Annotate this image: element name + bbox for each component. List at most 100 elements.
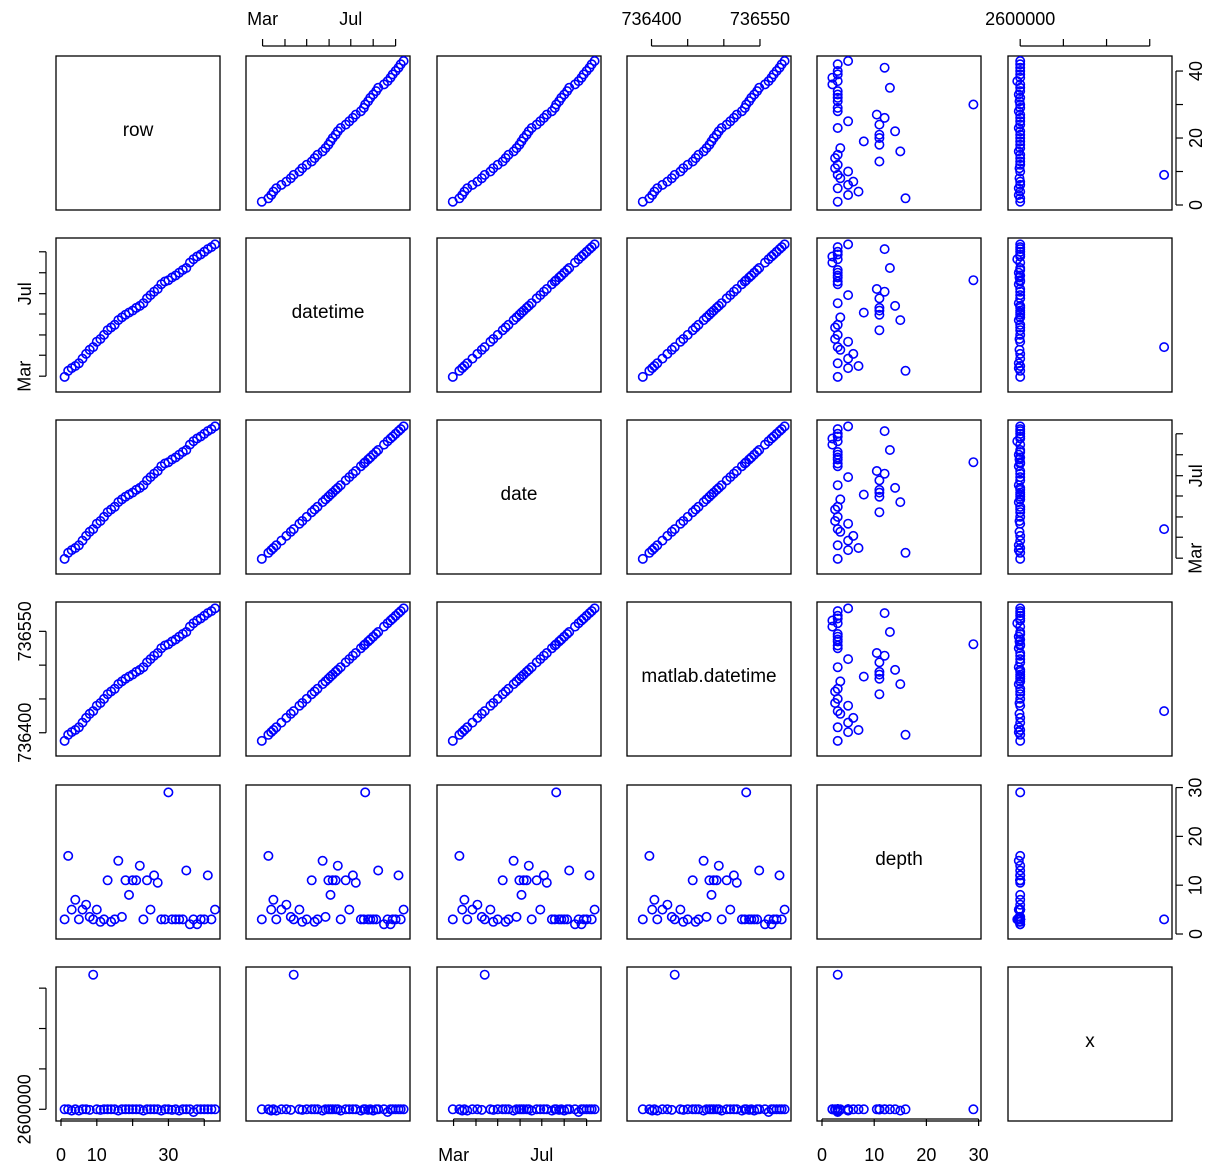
data-point [358,914,369,925]
data-point [1013,855,1024,866]
panel-frame [816,784,982,940]
data-point [467,1104,478,1115]
bottom-axis-date: Mar Jul [438,1118,588,1165]
data-point [177,914,188,925]
data-point [309,686,320,697]
data-point [779,421,790,432]
data-point [1159,914,1170,925]
tick-label: 30 [1186,778,1206,798]
data-point [832,270,843,281]
data-point [848,348,859,359]
tick-label: 10 [87,1145,107,1165]
data-point [344,904,355,915]
data-point [163,1104,174,1115]
data-point [81,899,92,910]
data-point [195,914,206,925]
data-point [479,706,490,717]
data-point [874,309,885,320]
data-point [835,344,846,355]
data-point [1015,290,1026,301]
data-point [538,650,549,661]
data-point [637,371,648,382]
data-point [398,603,409,614]
data-point [637,914,648,925]
data-point [526,914,537,925]
panel-date-vs-x [1007,419,1173,575]
tick-label: 20 [1186,128,1206,148]
data-point [832,371,843,382]
data-point [874,673,885,684]
data-point [746,452,757,463]
data-point [832,246,843,257]
data-point [669,969,680,980]
data-point [1015,654,1026,665]
data-point [256,735,267,746]
data-point [675,336,686,347]
panel-matlab-datetime-vs-date [436,601,602,757]
data-point [832,553,843,564]
panel-row-vs-depth [816,55,982,211]
panels: row datetime date matlab.datetime depth x [55,55,1173,1122]
variable-label-row: row [123,120,154,141]
left-axis-datetime: Mar Jul [15,251,47,392]
data-point [281,899,292,910]
data-point [1015,899,1026,910]
data-point [871,465,882,476]
data-point [879,244,890,255]
data-point [320,1104,331,1115]
data-point [317,855,328,866]
panel-datetime-vs-depth [816,237,982,393]
data-point [1015,904,1026,915]
data-point [459,360,470,371]
data-point [167,1104,178,1115]
data-point [858,307,869,318]
data-point [776,424,787,435]
data-point [294,518,305,529]
data-point [1159,342,1170,353]
data-point [832,86,843,97]
data-point [853,724,864,735]
data-point [669,524,680,535]
data-point [874,119,885,130]
data-point [708,875,719,886]
panel-date-vs-date: date [436,419,602,575]
data-point [832,92,843,103]
data-point [325,889,336,900]
data-point [879,608,890,619]
panel-frame [436,966,602,1122]
panel-frame [55,419,221,575]
data-point [66,904,77,915]
tick-label: Mar [438,1145,469,1165]
variable-label-datetime: datetime [292,302,365,323]
data-point [320,911,331,922]
data-point [874,293,885,304]
data-point [523,860,534,871]
data-point [890,1104,901,1115]
data-point [459,724,470,735]
data-point [472,1104,483,1115]
top-axis-matlab-datetime: 736400 736550 [621,9,790,47]
data-point [698,315,709,326]
data-point [199,1104,210,1115]
tick-label: Jul [15,282,35,305]
data-point [843,518,854,529]
data-point [968,275,979,286]
data-point [159,1104,170,1115]
tick-label: 0 [817,1145,827,1165]
data-point [1015,860,1026,871]
panel-row-vs-date [436,55,602,211]
tick-label: Mar [247,9,278,29]
data-point [713,482,724,493]
data-point [276,535,287,546]
data-point [874,129,885,140]
data-point [276,904,287,915]
data-point [713,860,724,871]
data-point [779,239,790,250]
data-point [832,196,843,207]
data-point [832,254,843,265]
data-point [848,176,859,187]
data-point [900,729,911,740]
data-point [516,889,527,900]
data-point [874,325,885,336]
data-point [1015,850,1026,861]
